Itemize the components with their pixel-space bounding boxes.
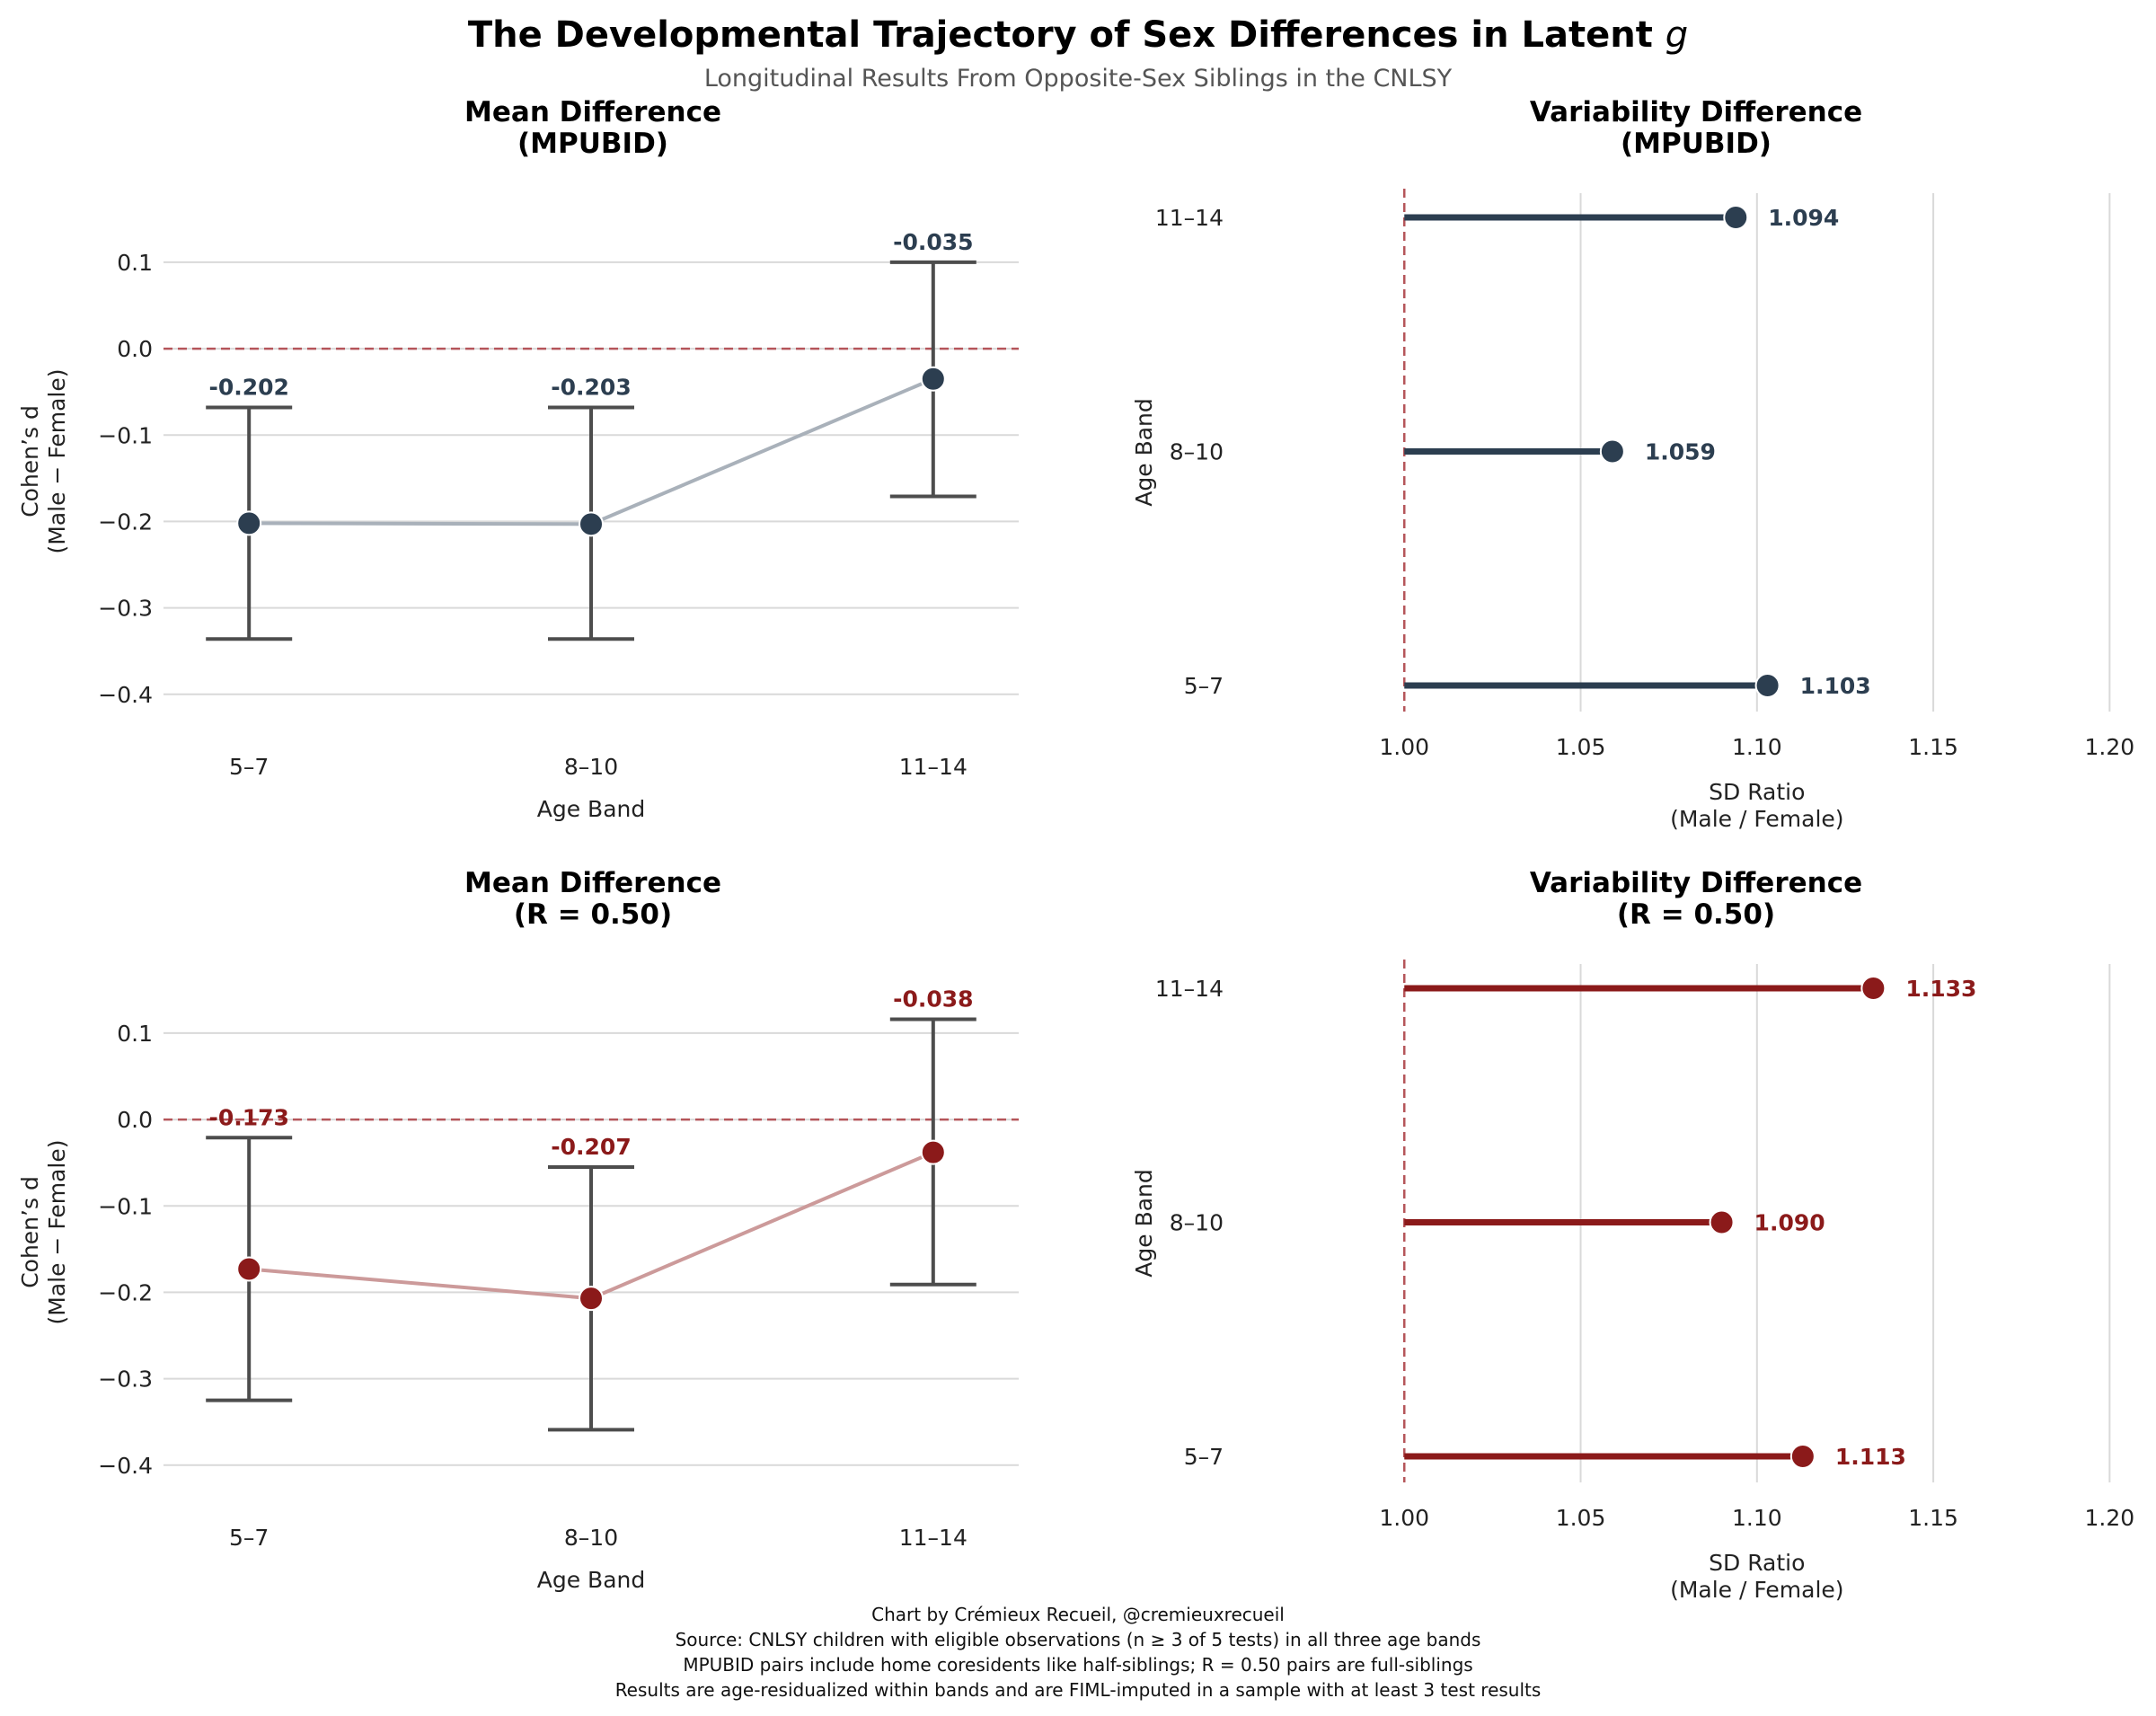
- y-axis-label: Cohen’s d(Male − Female): [17, 1140, 70, 1325]
- panel-mean-difference: Mean Difference(R = 0.50) 0.1 0.0 −0.1 −0.2 −…: [17, 867, 1019, 1593]
- footer-line: Results are age-residualized within band…: [615, 1679, 1542, 1701]
- y-tick-label: 5–7: [1184, 1444, 1224, 1470]
- x-tick-label: 1.15: [1908, 1505, 1958, 1531]
- data-point: [236, 510, 262, 536]
- y-axis-label-line: (Male − Female): [44, 369, 70, 554]
- figure-title: The Developmental Trajectory of Sex Diff…: [468, 14, 1688, 56]
- x-tick-label: 11–14: [899, 1525, 968, 1551]
- y-axis-label-line: Cohen’s d: [17, 1176, 43, 1288]
- y-tick-label: 8–10: [1170, 439, 1224, 465]
- data-label: -0.202: [208, 374, 288, 400]
- panel-variability-difference: Variability Difference(R = 0.50) 1.00 1.05…: [1131, 867, 2134, 1603]
- x-tick-label: 1.00: [1379, 1505, 1429, 1531]
- figure-subtitle: Longitudinal Results From Opposite-Sex S…: [704, 65, 1453, 93]
- x-axis-label: (Male / Female): [1670, 806, 1843, 832]
- y-tick-label: −0.3: [98, 596, 153, 622]
- data-label: -0.035: [893, 229, 973, 255]
- panel-title: (R = 0.50): [1617, 898, 1775, 931]
- y-tick-label: 11–14: [1155, 976, 1224, 1002]
- y-tick-label: −0.4: [98, 1453, 153, 1479]
- panel-title: Variability Difference: [1530, 96, 1862, 128]
- y-tick-label: −0.2: [98, 509, 153, 535]
- panel-variability-difference: Variability Difference(MPUBID) 1.00 1.05 1.…: [1131, 96, 2134, 832]
- y-tick-label: −0.1: [98, 422, 153, 448]
- x-tick-label: 1.20: [2085, 1505, 2135, 1531]
- footer: Chart by Crémieux Recueil, @cremieuxrecu…: [615, 1604, 1542, 1701]
- panel-title: Variability Difference: [1530, 867, 1862, 899]
- y-tick-label: 0.1: [117, 250, 153, 276]
- panel-title: Mean Difference: [464, 96, 721, 128]
- x-tick-label: 5–7: [229, 1525, 269, 1551]
- panel-title: (MPUBID): [1621, 128, 1772, 160]
- data-label: 1.133: [1905, 976, 1976, 1002]
- data-label: 1.094: [1768, 205, 1839, 231]
- data-label: 1.090: [1754, 1210, 1825, 1236]
- data-label: -0.203: [551, 374, 631, 400]
- y-tick-label: 8–10: [1170, 1210, 1224, 1236]
- x-axis-label: (Male / Female): [1670, 1577, 1843, 1603]
- x-axis-label: Age Band: [537, 796, 645, 822]
- data-point: [1599, 438, 1625, 464]
- y-tick-label: 0.0: [117, 1107, 153, 1133]
- panel-title: (R = 0.50): [514, 898, 672, 931]
- data-point: [1860, 976, 1886, 1001]
- data-point: [1789, 1444, 1816, 1469]
- x-tick-label: 1.05: [1556, 734, 1606, 760]
- data-point: [1709, 1209, 1735, 1235]
- x-tick-label: 5–7: [229, 754, 269, 780]
- data-point: [236, 1256, 262, 1282]
- x-axis-label: SD Ratio: [1709, 779, 1805, 805]
- x-tick-label: 8–10: [564, 754, 618, 780]
- y-tick-label: 0.1: [117, 1021, 153, 1047]
- y-tick-label: −0.3: [98, 1367, 153, 1393]
- data-label: -0.038: [893, 986, 973, 1013]
- x-tick-label: 1.10: [1732, 1505, 1782, 1531]
- y-tick-label: 0.0: [117, 336, 153, 362]
- y-tick-label: −0.1: [98, 1193, 153, 1219]
- data-label: 1.059: [1645, 439, 1716, 465]
- data-point: [920, 366, 946, 392]
- panel-mean-difference: Mean Difference(MPUBID) 0.1 0.0 −0.1 −0.2 −0.…: [17, 96, 1019, 822]
- data-label: 1.113: [1835, 1444, 1906, 1470]
- y-tick-label: −0.4: [98, 682, 153, 708]
- data-point: [920, 1139, 946, 1165]
- y-axis-label: Cohen’s d(Male − Female): [17, 369, 70, 554]
- x-tick-label: 1.20: [2085, 734, 2135, 760]
- data-label: -0.207: [551, 1134, 631, 1160]
- x-axis-label: SD Ratio: [1709, 1550, 1805, 1576]
- data-point: [1723, 205, 1749, 230]
- x-tick-label: 1.00: [1379, 734, 1429, 760]
- footer-line: Chart by Crémieux Recueil, @cremieuxrecu…: [871, 1604, 1285, 1625]
- data-point: [579, 1286, 604, 1312]
- data-point: [579, 511, 604, 537]
- y-tick-label: −0.2: [98, 1279, 153, 1305]
- y-axis-label-line: Cohen’s d: [17, 405, 43, 517]
- footer-line: MPUBID pairs include home coresidents li…: [683, 1654, 1472, 1676]
- x-tick-label: 8–10: [564, 1525, 618, 1551]
- panel-title: (MPUBID): [517, 128, 668, 160]
- x-tick-label: 1.10: [1732, 734, 1782, 760]
- y-axis-label: Age Band: [1131, 398, 1157, 506]
- x-axis-label: Age Band: [537, 1567, 645, 1593]
- footer-line: Source: CNLSY children with eligible obs…: [676, 1629, 1481, 1650]
- data-label: 1.103: [1800, 673, 1871, 699]
- data-point: [1754, 673, 1780, 698]
- data-label: -0.173: [208, 1104, 288, 1130]
- y-axis-label-line: (Male − Female): [44, 1140, 70, 1325]
- x-tick-label: 1.05: [1556, 1505, 1606, 1531]
- x-tick-label: 11–14: [899, 754, 968, 780]
- y-tick-label: 5–7: [1184, 673, 1224, 699]
- y-axis-label: Age Band: [1131, 1169, 1157, 1277]
- x-tick-label: 1.15: [1908, 734, 1958, 760]
- y-tick-label: 11–14: [1155, 205, 1224, 231]
- panel-title: Mean Difference: [464, 867, 721, 899]
